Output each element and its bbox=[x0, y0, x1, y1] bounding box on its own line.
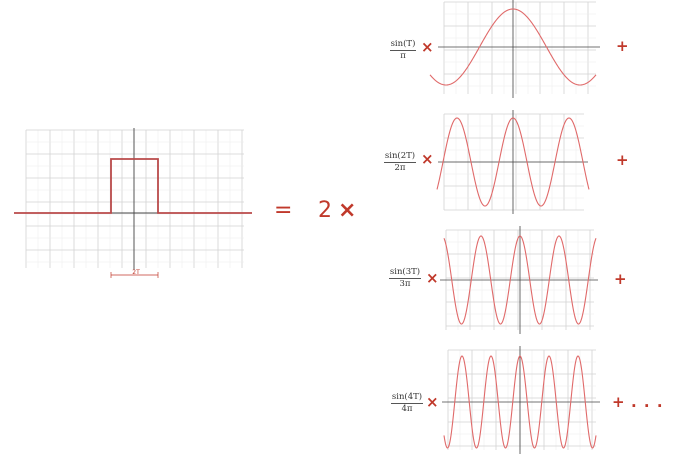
pulse-width-label: 2T bbox=[132, 269, 140, 276]
term-1-times: × bbox=[421, 38, 434, 56]
term-1-sine-curve bbox=[429, 8, 597, 86]
term-4-sine-curve bbox=[443, 355, 597, 449]
term-4-numerator: sin(4T) bbox=[390, 392, 424, 405]
term-4-fraction: sin(4T) 4π bbox=[384, 392, 430, 415]
term-2-plus: + bbox=[616, 151, 629, 169]
term-3-plus: + bbox=[614, 270, 627, 288]
term-3-numerator: sin(3T) bbox=[388, 267, 422, 280]
term-3-fraction: sin(3T) 3π bbox=[382, 267, 428, 290]
pulse-plot bbox=[14, 128, 252, 278]
term-3-denominator: 3π bbox=[399, 279, 411, 290]
term-2-plot bbox=[436, 110, 590, 214]
term-4-plot bbox=[442, 346, 600, 454]
term-1-numerator: sin(T) bbox=[389, 39, 417, 52]
term-2-numerator: sin(2T) bbox=[383, 151, 417, 164]
term-3-plot bbox=[440, 226, 598, 334]
term-1-fraction: sin(T) π bbox=[380, 39, 426, 62]
term-4-plus: + bbox=[612, 393, 625, 411]
coefficient: 2 bbox=[318, 198, 332, 223]
term-1-denominator: π bbox=[400, 51, 406, 62]
term-1-plus: + bbox=[616, 37, 629, 55]
pulse-curve bbox=[14, 158, 252, 214]
term-4-times: × bbox=[426, 393, 439, 411]
term-plots bbox=[429, 0, 600, 454]
term-3-sine-curve bbox=[443, 235, 597, 325]
term-1-plot bbox=[429, 0, 600, 98]
ellipsis: . . . bbox=[631, 393, 664, 411]
term-2-fraction: sin(2T) 2π bbox=[377, 151, 423, 174]
term-2-sine-curve bbox=[436, 117, 590, 207]
term-2-times: × bbox=[421, 150, 434, 168]
coefficient-times: × bbox=[338, 198, 357, 223]
term-3-times: × bbox=[426, 269, 439, 287]
term-4-denominator: 4π bbox=[401, 404, 413, 415]
term-2-denominator: 2π bbox=[394, 163, 406, 174]
equals-sign: = bbox=[274, 198, 293, 223]
